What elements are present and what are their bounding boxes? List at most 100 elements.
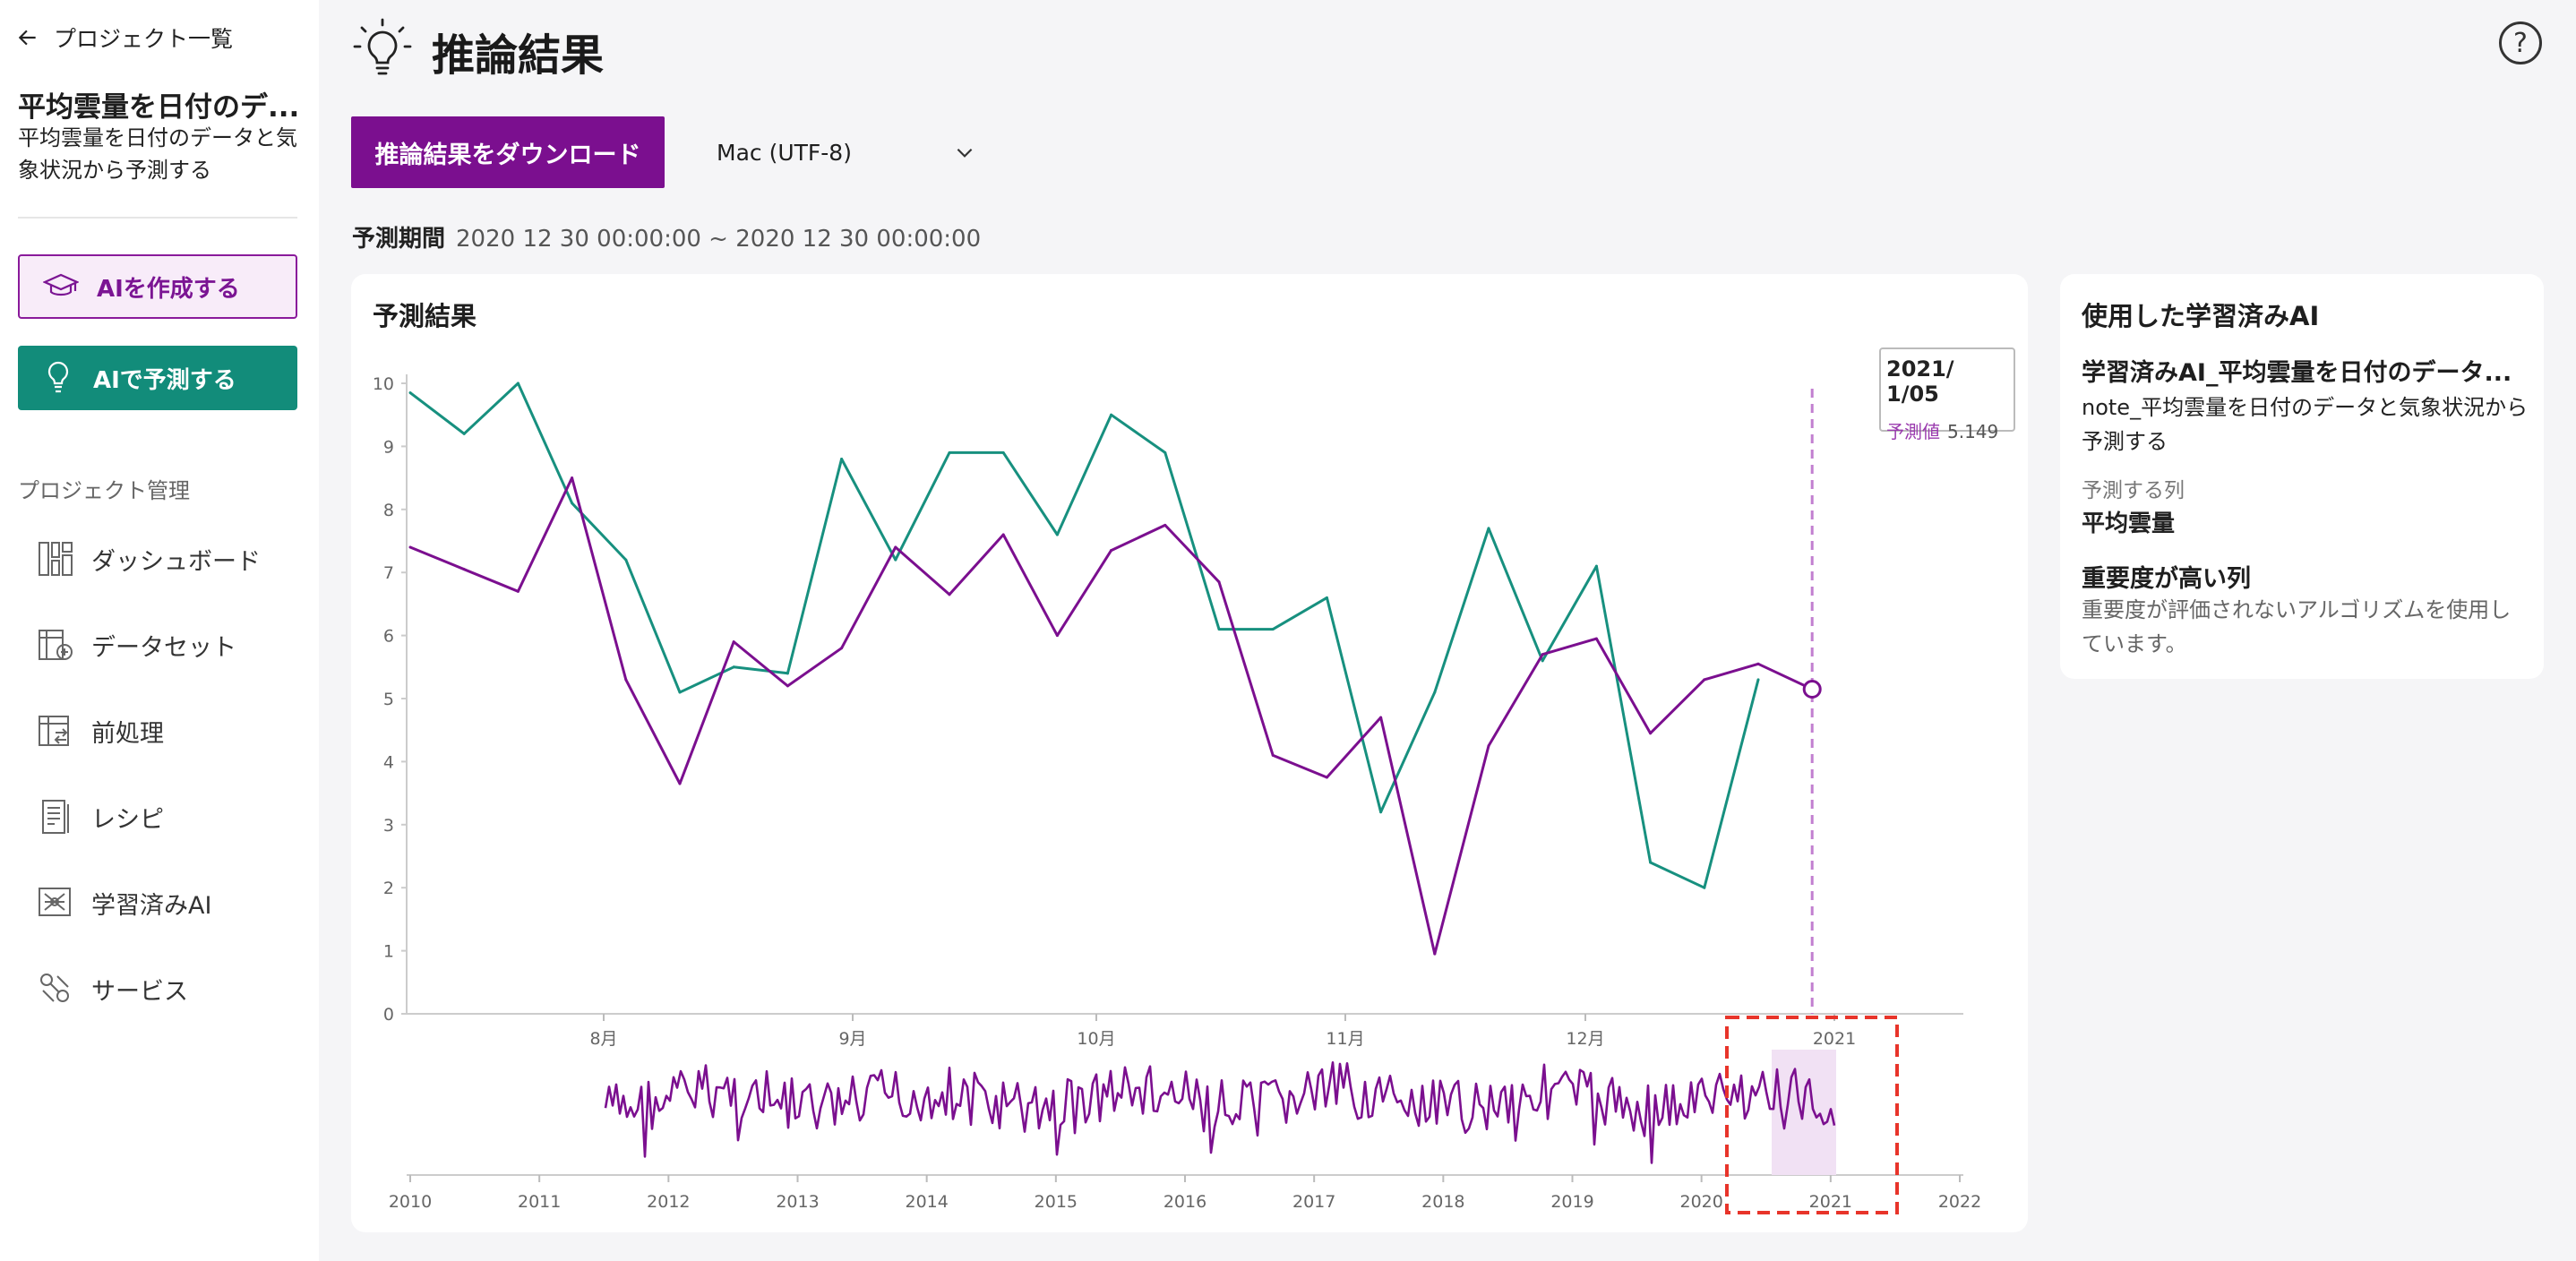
data-point: [571, 476, 574, 480]
sidebar-item-label: ダッシュボード: [91, 547, 261, 576]
y-tick-label: 3: [383, 816, 394, 836]
back-to-projects-link[interactable]: プロジェクト一覧: [16, 20, 233, 56]
ai-note: note_平均雲量を日付のデータと気象状況から予測する: [2082, 395, 2529, 454]
overview-year-label: 2017: [1292, 1192, 1335, 1212]
period-label: 予測期間: [352, 226, 446, 253]
overview-year-label: 2021: [1809, 1192, 1852, 1212]
divider: [18, 217, 297, 219]
data-point: [1594, 564, 1598, 568]
data-point: [894, 558, 897, 562]
actual-line: [409, 382, 1760, 889]
trained-ai-icon: [39, 888, 71, 916]
y-tick-label: 0: [383, 1005, 394, 1025]
importance-description: 重要度が評価されないアルゴリズムを使用しています。: [2082, 597, 2512, 656]
data-point: [1055, 533, 1059, 536]
data-point: [1001, 533, 1005, 536]
overview-line: [604, 1060, 1836, 1164]
trained-ai-card: 使用した学習済みAI 学習済みAI_平均雲量を日付のデータ... note_平均…: [2060, 274, 2544, 679]
sidebar-item-trained-ai[interactable]: 学習済みAI: [18, 876, 305, 930]
ai-name[interactable]: 学習済みAI_平均雲量を日付のデータ...: [2082, 359, 2512, 387]
x-tick-label: 9月: [838, 1029, 866, 1049]
download-results-button[interactable]: 推論結果をダウンロード: [351, 116, 665, 188]
chart-card-title: 予測結果: [373, 301, 477, 331]
data-point: [948, 593, 951, 596]
encoding-value: Mac (UTF-8): [717, 139, 852, 166]
prediction-chart[interactable]: 0 1 2 3 4 5 6 7 8 9 10 8月 9月 10月 11月 12月 2021 2010 2011 201…: [351, 274, 2028, 1232]
data-point: [1649, 861, 1653, 864]
tooltip-row: 予測値 5.149: [1886, 417, 2008, 443]
predict-ai-button[interactable]: AIで予測する: [18, 346, 297, 410]
target-column-value: 平均雲量: [2082, 510, 2176, 537]
data-point: [462, 432, 466, 435]
y-tick-label: 5: [383, 690, 394, 709]
y-tick-label: 8: [383, 501, 394, 520]
importance-title: 重要度が高い列: [2082, 565, 2251, 593]
data-point: [1110, 549, 1113, 553]
sidebar-item-label: 前処理: [91, 719, 164, 748]
data-point: [786, 684, 789, 688]
data-point: [516, 382, 519, 385]
data-point: [1703, 886, 1706, 889]
predict-ai-label: AIで予測する: [93, 366, 236, 394]
encoding-select[interactable]: Mac (UTF-8): [717, 125, 976, 179]
data-point: [786, 672, 789, 675]
prediction-period: 予測期間 2020 12 30 00:00:00 ~ 2020 12 30 00:…: [352, 220, 981, 253]
x-tick-label: 8月: [589, 1029, 617, 1049]
sidebar-item-dashboard[interactable]: ダッシュボード: [18, 532, 305, 586]
overview-year-label: 2016: [1163, 1192, 1206, 1212]
lightbulb-icon: [47, 361, 69, 393]
overview-year-label: 2018: [1421, 1192, 1464, 1212]
range-selector-box: [1725, 1016, 1899, 1214]
recipe-icon: [42, 800, 69, 834]
data-point: [1487, 744, 1490, 748]
data-point: [894, 545, 897, 549]
overview-year-label: 2022: [1938, 1192, 1981, 1212]
data-point: [948, 450, 951, 454]
create-ai-label: AIを作成する: [97, 275, 240, 303]
data-point: [840, 647, 844, 650]
data-point: [678, 782, 682, 785]
data-point: [624, 558, 628, 562]
sidebar-item-label: データセット: [91, 633, 236, 662]
preprocess-icon: [39, 716, 69, 746]
data-point: [1756, 678, 1760, 682]
data-point: [840, 457, 844, 460]
help-icon[interactable]: ?: [2499, 21, 2542, 64]
arrow-left-icon: [18, 30, 36, 46]
x-tick-label: 11月: [1326, 1029, 1364, 1049]
data-point: [1110, 413, 1113, 416]
chevron-down-icon: [957, 148, 973, 158]
dashboard-icon: [39, 542, 73, 576]
y-tick-label: 10: [373, 374, 394, 394]
data-point: [1271, 753, 1275, 757]
data-point: [1594, 637, 1598, 640]
tooltip-value: 5.149: [1947, 421, 1999, 442]
x-tick-label: 2021: [1813, 1029, 1856, 1049]
overview-year-label: 2010: [389, 1192, 432, 1212]
lightbulb-icon: [353, 18, 412, 75]
create-ai-button[interactable]: AIを作成する: [18, 254, 297, 319]
y-tick-label: 6: [383, 627, 394, 647]
sidebar-item-dataset[interactable]: データセット: [18, 618, 305, 672]
y-tick-label: 9: [383, 437, 394, 457]
sidebar-item-recipe[interactable]: レシピ: [18, 790, 305, 844]
data-point: [1649, 732, 1653, 735]
data-point: [1703, 678, 1706, 682]
data-point: [1433, 691, 1437, 694]
sidebar-item-label: レシピ: [91, 805, 164, 834]
data-point: [462, 568, 466, 571]
overview-year-label: 2020: [1679, 1192, 1722, 1212]
y-tick-label: 7: [383, 563, 394, 583]
sidebar-item-service[interactable]: サービス: [18, 962, 305, 1016]
overview-year-label: 2015: [1035, 1192, 1078, 1212]
sidebar-item-preprocess[interactable]: 前処理: [18, 704, 305, 758]
data-point: [408, 545, 412, 549]
graduation-cap-icon: [43, 273, 79, 296]
data-point: [1325, 596, 1328, 599]
data-point: [1756, 662, 1760, 665]
data-point: [1541, 659, 1544, 663]
project-title: 平均雲量を日付のデ...: [18, 91, 300, 124]
data-point: [1001, 450, 1005, 454]
tooltip: 2021/ 1/05 予測値 5.149: [1879, 347, 2015, 442]
data-point: [1487, 527, 1490, 530]
